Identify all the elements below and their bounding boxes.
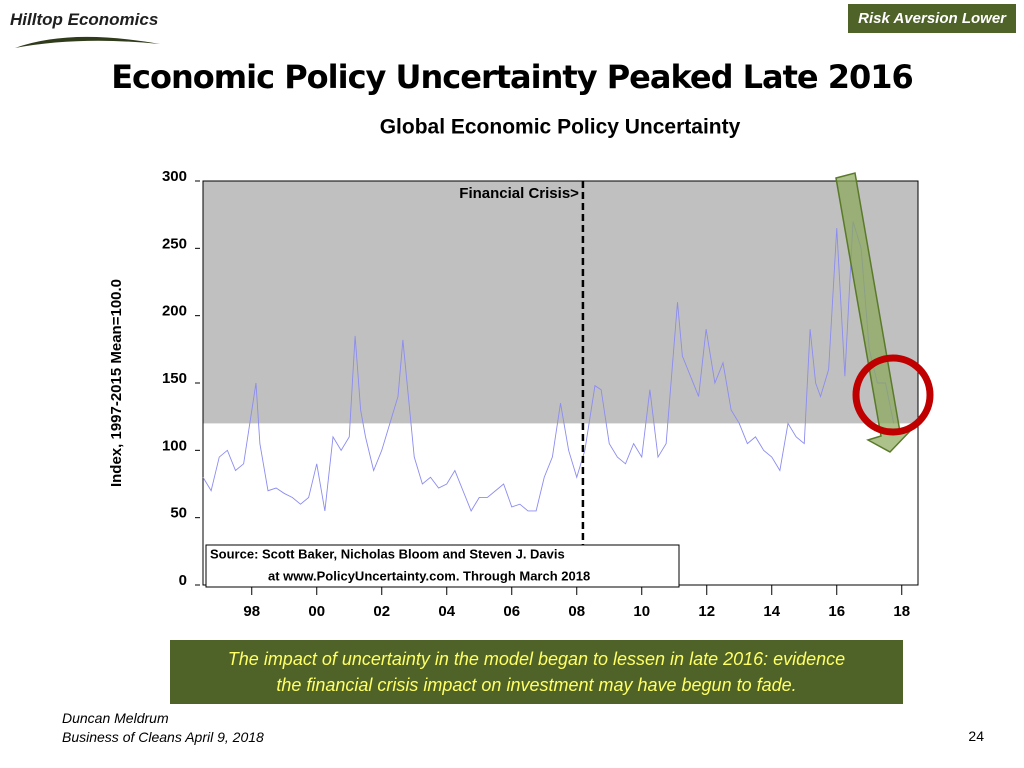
footer-author: Duncan Meldrum: [62, 710, 169, 726]
x-tick-label: 10: [633, 603, 650, 620]
y-tick-label: 300: [162, 168, 187, 185]
highlight-circle: [852, 354, 934, 436]
x-tick-label: 04: [438, 603, 455, 620]
y-tick-label: 250: [162, 235, 187, 252]
source-line: Source: Scott Baker, Nicholas Bloom and …: [210, 546, 565, 561]
logo-swoosh: [15, 36, 160, 48]
x-tick-label: 06: [503, 603, 520, 620]
caption-line: The impact of uncertainty in the model b…: [227, 649, 846, 669]
caption-line: the financial crisis impact on investmen…: [276, 675, 797, 695]
caption: The impact of uncertainty in the model b…: [170, 640, 903, 704]
x-tick-label: 00: [308, 603, 325, 620]
x-tick-label: 98: [243, 603, 260, 620]
badge: Risk Aversion Lower: [848, 4, 1016, 33]
y-axis-label: Index, 1997-2015 Mean=100.0: [108, 279, 125, 487]
logo-text: Hilltop Economics: [10, 10, 159, 29]
annotation: Financial Crisis>: [459, 185, 579, 202]
x-tick-label: 14: [763, 603, 780, 620]
page-number: 24: [968, 728, 984, 744]
chart-title: Global Economic Policy Uncertainty: [380, 116, 741, 139]
y-tick-label: 200: [162, 303, 187, 320]
shaded-region: [203, 181, 918, 424]
x-tick-label: 18: [893, 603, 910, 620]
x-tick-label: 12: [698, 603, 715, 620]
x-tick-label: 02: [373, 603, 390, 620]
y-tick-label: 50: [170, 505, 187, 522]
logo: Hilltop Economics: [10, 10, 170, 52]
y-tick-label: 0: [179, 572, 187, 589]
y-tick-label: 150: [162, 370, 187, 387]
footer-event: Business of Cleans April 9, 2018: [62, 729, 264, 745]
source-box: [205, 544, 680, 588]
source-line: at www.PolicyUncertainty.com. Through Ma…: [268, 568, 590, 583]
x-tick-label: 08: [568, 603, 585, 620]
data-line: [202, 221, 895, 512]
y-tick-label: 100: [162, 437, 187, 454]
trend-arrow: [835, 172, 915, 453]
x-tick-label: 16: [828, 603, 845, 620]
slide-title: Economic Policy Uncertainty Peaked Late …: [111, 58, 914, 96]
chart: Global Economic Policy Uncertainty Index…: [108, 116, 934, 620]
